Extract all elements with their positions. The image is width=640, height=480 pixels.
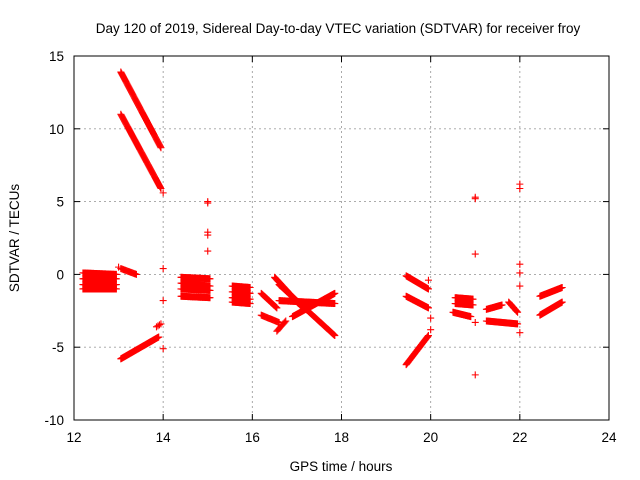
x-axis-label: GPS time / hours — [290, 459, 393, 474]
data-point — [206, 294, 214, 302]
data-point — [159, 297, 167, 305]
data-point — [206, 286, 214, 294]
data-point — [424, 332, 432, 340]
data-point — [516, 260, 524, 268]
x-tick-label: 22 — [512, 430, 527, 445]
data-point — [471, 195, 479, 203]
data-point — [514, 320, 522, 328]
x-tick-label: 24 — [601, 430, 617, 445]
data-point — [159, 265, 167, 273]
data-point — [115, 263, 123, 271]
data-point — [246, 300, 254, 308]
data-point — [155, 333, 163, 341]
data-point — [331, 289, 339, 297]
y-tick-label: 10 — [49, 122, 64, 137]
data-point — [159, 345, 167, 353]
data-point — [204, 231, 212, 239]
data-point — [558, 284, 566, 292]
data-point — [204, 247, 212, 255]
data-point — [471, 318, 479, 326]
y-tick-label: -5 — [52, 340, 64, 355]
data-point — [558, 298, 566, 306]
data-point — [132, 270, 140, 278]
data-point — [157, 184, 165, 192]
data-point — [514, 308, 522, 316]
data-point — [427, 326, 435, 334]
data-point — [471, 250, 479, 258]
data-points — [79, 68, 566, 379]
y-axis-label: SDTVAR / TECUs — [7, 184, 22, 293]
data-point — [204, 199, 212, 207]
data-point — [427, 314, 435, 322]
data-point — [424, 276, 432, 284]
data-point — [271, 303, 279, 311]
data-point — [469, 301, 477, 309]
data-point — [272, 303, 280, 311]
data-point — [424, 285, 432, 293]
data-point — [516, 329, 524, 337]
data-point — [512, 307, 520, 315]
data-point — [516, 269, 524, 277]
data-point — [159, 189, 167, 197]
data-point — [112, 285, 120, 293]
y-tick-label: 15 — [49, 49, 64, 64]
data-point — [424, 304, 432, 312]
plot-frame — [73, 55, 610, 421]
x-tick-label: 12 — [66, 430, 81, 445]
data-point — [282, 317, 290, 325]
data-point — [157, 320, 165, 328]
x-tick-label: 14 — [156, 430, 172, 445]
data-point — [513, 307, 521, 315]
x-tick-label: 20 — [423, 430, 438, 445]
data-point — [331, 300, 339, 308]
axis-ticks: 12 14 16 18 20 22 24 -10 -5 0 5 10 15 — [44, 49, 617, 445]
y-tick-label: 0 — [56, 267, 64, 282]
data-point — [206, 275, 214, 283]
grid — [74, 56, 609, 420]
x-tick-label: 16 — [245, 430, 260, 445]
data-point — [498, 301, 506, 309]
data-point — [471, 371, 479, 379]
data-point — [155, 321, 163, 329]
data-point — [331, 332, 339, 340]
data-point — [273, 304, 281, 312]
x-tick-label: 18 — [334, 430, 349, 445]
data-point — [281, 318, 289, 326]
data-point — [467, 313, 475, 321]
data-point — [516, 282, 524, 290]
y-tick-label: -10 — [44, 413, 64, 428]
chart-title: Day 120 of 2019, Sidereal Day-to-day VTE… — [96, 21, 581, 36]
data-point — [516, 184, 524, 192]
y-tick-label: 5 — [56, 195, 64, 210]
data-point — [157, 144, 165, 152]
